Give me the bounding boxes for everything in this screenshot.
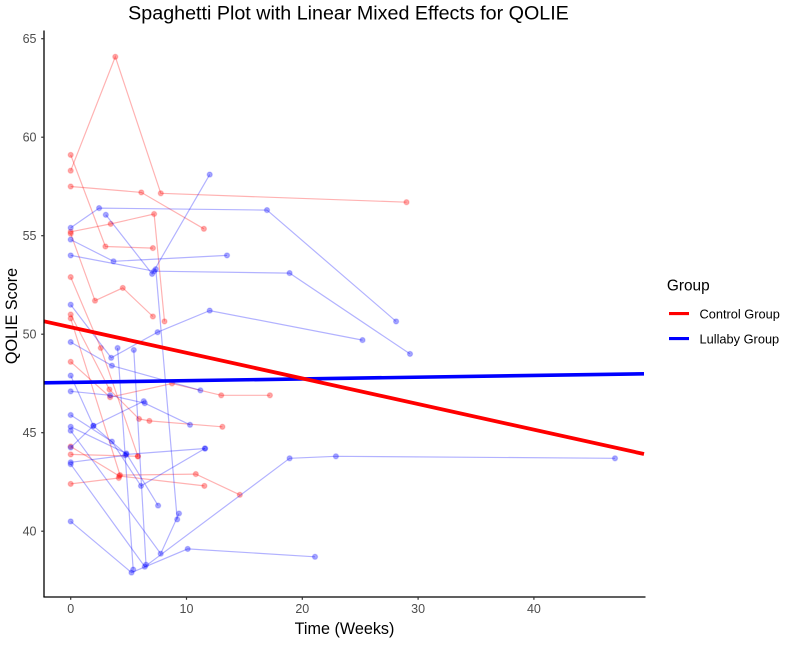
svg-text:Time (Weeks): Time (Weeks) bbox=[295, 620, 395, 638]
svg-text:Spaghetti Plot with Linear Mix: Spaghetti Plot with Linear Mixed Effects… bbox=[128, 2, 569, 24]
svg-text:65: 65 bbox=[23, 32, 37, 46]
svg-text:55: 55 bbox=[23, 229, 37, 243]
svg-text:Control Group: Control Group bbox=[700, 306, 780, 321]
svg-text:30: 30 bbox=[411, 602, 425, 616]
svg-text:Lullaby Group: Lullaby Group bbox=[700, 331, 780, 346]
svg-text:50: 50 bbox=[23, 328, 37, 342]
svg-text:40: 40 bbox=[527, 602, 541, 616]
svg-text:0: 0 bbox=[67, 602, 74, 616]
svg-text:Group: Group bbox=[667, 278, 710, 295]
svg-text:10: 10 bbox=[180, 602, 194, 616]
svg-text:40: 40 bbox=[23, 525, 37, 539]
svg-text:45: 45 bbox=[23, 426, 37, 440]
svg-text:20: 20 bbox=[295, 602, 309, 616]
svg-text:60: 60 bbox=[23, 131, 37, 145]
svg-text:QOLIE Score: QOLIE Score bbox=[3, 268, 21, 364]
